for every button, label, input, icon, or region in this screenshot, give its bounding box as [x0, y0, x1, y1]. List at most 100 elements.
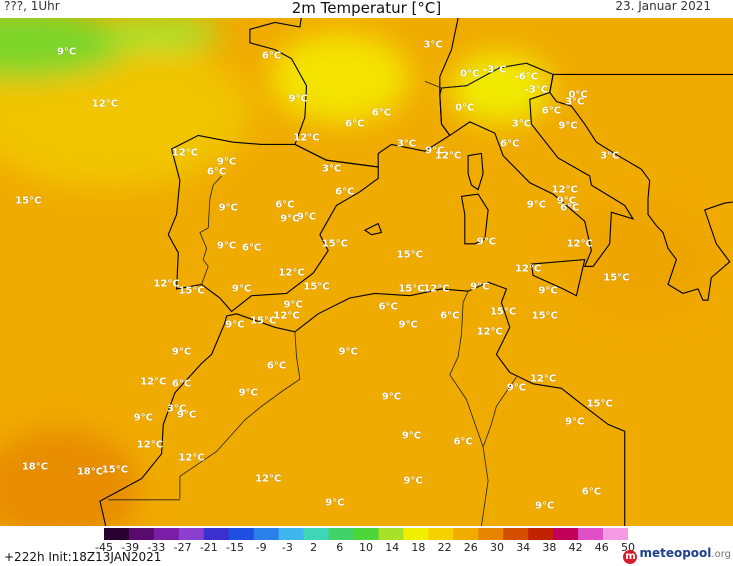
temperature-label: 9°C: [325, 497, 345, 509]
temperature-label: 9°C: [56, 46, 77, 58]
temperature-label: 9°C: [231, 283, 252, 295]
coast-balkans: [549, 73, 733, 301]
temperature-label: 9°C: [288, 93, 308, 105]
temperature-label: 15°C: [101, 464, 129, 476]
scale-cell: [403, 528, 429, 540]
temperature-label: 6°C: [206, 166, 227, 178]
temperature-label: 15°C: [250, 315, 277, 327]
scale-cell: [353, 528, 379, 540]
border-algeria-libya: [481, 446, 489, 527]
temperature-label: 6°C: [500, 138, 520, 150]
country-borders: [108, 62, 527, 527]
scale-cell: [228, 528, 255, 540]
temperature-label: 6°C: [581, 486, 602, 498]
temperature-label: 0°C: [455, 102, 475, 114]
temperature-label: 9°C: [216, 156, 237, 168]
temperature-label: 0°C: [460, 68, 480, 80]
scale-cell: [253, 528, 280, 540]
temperature-label: 9°C: [401, 430, 422, 442]
temperature-label: 9°C: [558, 120, 578, 132]
map-title: 2m Temperatur [°C]: [291, 0, 442, 17]
temperature-label: 18°C: [76, 466, 104, 478]
scale-cell: [378, 528, 404, 540]
temperature-label: 9°C: [506, 382, 527, 394]
temperature-label: 12°C: [140, 376, 167, 387]
temperature-label: 9°C: [398, 319, 418, 331]
temperature-label: 12°C: [434, 150, 462, 162]
border-algeria-tunisia: [449, 291, 484, 448]
temperature-label: 9°C: [296, 211, 317, 223]
scale-cell: [303, 528, 330, 540]
temperature-label: -3°C: [483, 64, 507, 76]
temperature-label: 12°C: [273, 310, 300, 322]
temperature-label: 12°C: [293, 132, 320, 144]
temperature-label: 6°C: [171, 378, 192, 390]
temperature-label: -6°C: [514, 71, 539, 83]
temperature-label: 9°C: [283, 299, 303, 311]
temperature-label: 6°C: [275, 199, 295, 211]
brand-logo[interactable]: m meteopool.org: [623, 546, 731, 564]
temperature-label: 9°C: [225, 319, 245, 331]
scale-cell: [428, 528, 454, 540]
temperature-label: 6°C: [261, 50, 282, 62]
temperature-label: 15°C: [15, 195, 42, 207]
temperature-label: 3°C: [396, 138, 417, 150]
temperature-label: 3°C: [600, 150, 620, 162]
temperature-label: 3°C: [166, 403, 187, 415]
temperature-label: 9°C: [565, 416, 585, 428]
temperature-label: 3°C: [565, 96, 585, 108]
scale-cell: [603, 528, 628, 540]
temperature-label: 12°C: [278, 267, 305, 279]
temperature-label: 9°C: [403, 475, 423, 487]
scale-tick-label: 2: [310, 541, 318, 554]
temperature-label: 15°C: [178, 285, 205, 297]
temperature-label: 18°C: [21, 461, 49, 473]
temperature-label: 15°C: [603, 272, 630, 284]
valid-time: ???, 1Uhr: [4, 0, 60, 13]
border-morocco-algeria: [179, 331, 301, 499]
temperature-label: 6°C: [453, 436, 473, 448]
temperature-label: 0°C: [568, 89, 588, 101]
temperature-label: 12°C: [423, 283, 450, 295]
coast-corsica: [467, 152, 484, 191]
temperature-label: 9°C: [425, 145, 445, 157]
temperature-label: 15°C: [398, 283, 425, 295]
scale-tick-label: -39: [121, 541, 140, 554]
temperature-label: 12°C: [514, 263, 542, 275]
scale-tick-label: 6: [336, 541, 344, 554]
temperature-label: 12°C: [255, 473, 282, 485]
temperature-label: 9°C: [476, 236, 497, 248]
scale-tick-label: 14: [385, 541, 400, 554]
scale-tick-label: 34: [516, 541, 531, 554]
scale-tick-label: 18: [411, 541, 426, 554]
temperature-label: 9°C: [556, 195, 577, 207]
temperature-label: 9°C: [171, 346, 192, 358]
temperature-label: 9°C: [538, 285, 558, 297]
temperature-label: 6°C: [378, 301, 398, 313]
temperature-label: 9°C: [216, 240, 237, 252]
temperature-label: 9°C: [338, 346, 358, 358]
temperature-label: 15°C: [586, 398, 613, 410]
temperature-label: 9°C: [238, 387, 258, 399]
coast-sardinia: [460, 193, 489, 245]
temperature-label: 6°C: [335, 186, 355, 198]
temperature-label: 12°C: [551, 184, 578, 196]
temperature-label: 6°C: [560, 202, 580, 214]
temperature-label: 9°C: [133, 412, 153, 424]
temperature-label: 15°C: [531, 310, 558, 322]
model-run-info: +222h Init:18Z13JAN2021: [4, 550, 162, 564]
temperature-label: 15°C: [396, 249, 423, 261]
temperature-label: 3°C: [321, 163, 342, 175]
temperature-label: 6°C: [541, 105, 562, 117]
coast-sicily: [530, 258, 586, 297]
temperature-field: [0, 0, 733, 548]
temperature-label: 12°C: [136, 439, 164, 451]
temperature-label: -3°C: [524, 84, 549, 96]
temperature-label: 12°C: [153, 278, 180, 290]
temperature-label: 3°C: [511, 118, 532, 130]
scale-cell: [478, 528, 504, 540]
brand-domain: .org: [711, 549, 731, 560]
temperature-label: 12°C: [529, 373, 557, 385]
scale-cell: [104, 528, 130, 540]
temperature-label: 6°C: [440, 310, 460, 322]
